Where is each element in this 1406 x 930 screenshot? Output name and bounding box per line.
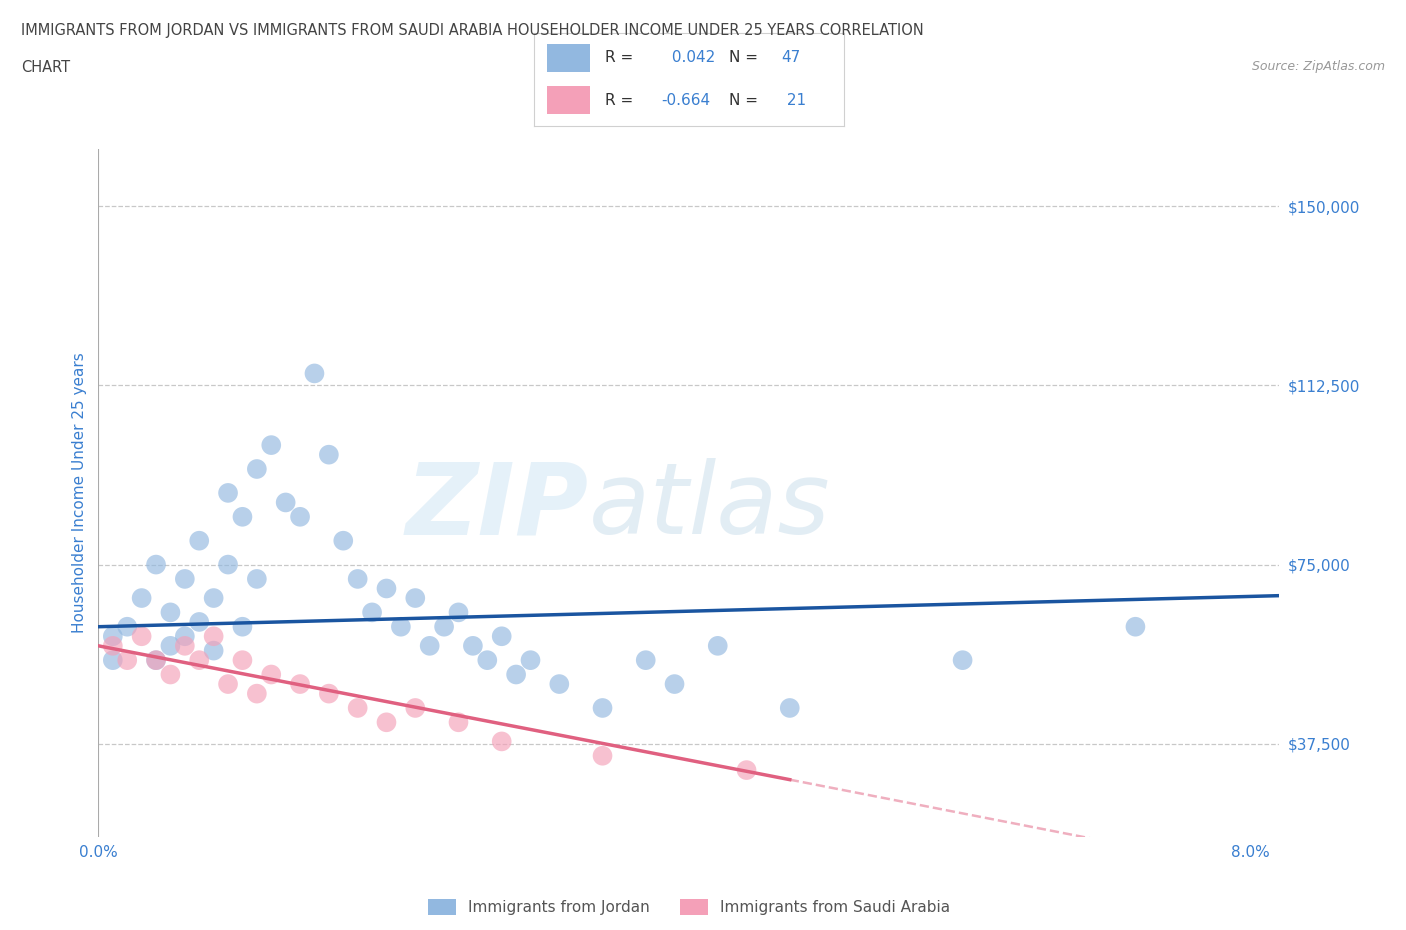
Text: R =: R = (606, 50, 634, 65)
Text: Source: ZipAtlas.com: Source: ZipAtlas.com (1251, 60, 1385, 73)
Point (592, 700, 614, 715)
Point (260, 667, 283, 682)
Point (318, 447, 340, 462)
Point (332, 533, 354, 548)
Point (159, 667, 181, 682)
Point (419, 638, 441, 653)
Point (433, 619, 456, 634)
Point (461, 638, 484, 653)
Point (202, 644, 225, 658)
Text: 21: 21 (782, 93, 806, 108)
Point (447, 715, 470, 730)
Text: -0.664: -0.664 (661, 93, 710, 108)
Point (131, 629, 153, 644)
Point (389, 619, 412, 634)
Point (115, 653, 138, 668)
Point (188, 615, 211, 630)
Point (779, 700, 801, 715)
Point (505, 667, 527, 682)
Point (592, 749, 614, 764)
Text: atlas: atlas (589, 458, 830, 555)
Point (246, 571, 269, 587)
Point (477, 653, 499, 668)
Point (231, 653, 253, 668)
Point (491, 629, 513, 644)
Text: ZIP: ZIP (405, 458, 589, 555)
Bar (547, 86, 591, 114)
Legend: Immigrants from Jordan, Immigrants from Saudi Arabia: Immigrants from Jordan, Immigrants from … (422, 893, 956, 921)
Point (173, 629, 195, 644)
Point (318, 686, 340, 701)
Point (101, 653, 124, 668)
Point (188, 653, 211, 668)
Point (735, 763, 758, 777)
Point (202, 591, 225, 605)
Point (131, 591, 153, 605)
Point (246, 686, 269, 701)
Point (304, 366, 326, 381)
Point (491, 734, 513, 749)
Point (173, 638, 195, 653)
Point (231, 619, 253, 634)
Point (447, 604, 470, 619)
Point (145, 557, 167, 572)
Point (375, 581, 398, 596)
Point (101, 638, 124, 653)
Point (346, 700, 368, 715)
Text: IMMIGRANTS FROM JORDAN VS IMMIGRANTS FROM SAUDI ARABIA HOUSEHOLDER INCOME UNDER : IMMIGRANTS FROM JORDAN VS IMMIGRANTS FRO… (21, 23, 924, 38)
Point (346, 571, 368, 587)
Point (288, 677, 311, 692)
Text: 47: 47 (782, 50, 801, 65)
Text: 0.042: 0.042 (668, 50, 716, 65)
Point (159, 604, 181, 619)
Point (217, 557, 239, 572)
Point (375, 715, 398, 730)
Point (202, 629, 225, 644)
Point (159, 638, 181, 653)
Point (260, 438, 283, 453)
Point (519, 653, 541, 668)
Point (145, 653, 167, 668)
Point (231, 510, 253, 525)
Point (548, 677, 571, 692)
Point (188, 533, 211, 548)
Y-axis label: Householder Income Under 25 years: Householder Income Under 25 years (72, 352, 87, 633)
Point (173, 571, 195, 587)
Bar (547, 44, 591, 72)
Point (288, 510, 311, 525)
Point (952, 653, 974, 668)
Point (217, 485, 239, 500)
Point (115, 619, 138, 634)
Point (634, 653, 657, 668)
Point (217, 677, 239, 692)
Point (706, 638, 728, 653)
Point (1125, 619, 1147, 634)
Point (404, 591, 426, 605)
Point (145, 653, 167, 668)
Text: CHART: CHART (21, 60, 70, 75)
Point (664, 677, 686, 692)
Text: N =: N = (730, 93, 758, 108)
Text: R =: R = (606, 93, 634, 108)
Point (101, 629, 124, 644)
Point (274, 495, 297, 510)
Point (246, 461, 269, 476)
Point (404, 700, 426, 715)
Text: N =: N = (730, 50, 758, 65)
Point (361, 604, 384, 619)
